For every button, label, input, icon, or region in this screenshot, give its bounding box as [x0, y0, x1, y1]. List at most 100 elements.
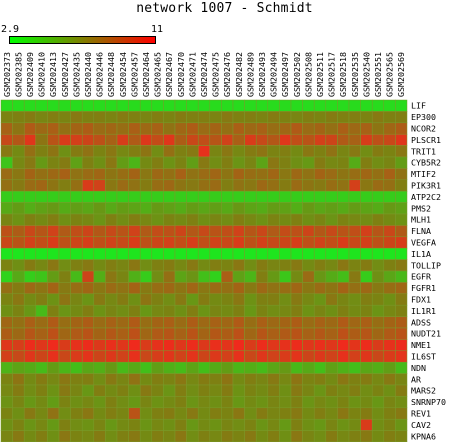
- heatmap-cell: [209, 339, 222, 352]
- heatmap-cell: [232, 236, 245, 249]
- heatmap-cell: [325, 407, 338, 420]
- heatmap-cell: [209, 179, 222, 192]
- heatmap-cell: [116, 361, 129, 374]
- heatmap-cell: [209, 350, 222, 363]
- heatmap-cell: [325, 190, 338, 203]
- heatmap-cell: [267, 384, 280, 397]
- heatmap-cell: [279, 190, 292, 203]
- heatmap-cell: [47, 111, 60, 124]
- heatmap-cell: [23, 99, 37, 112]
- column-label: GSM202551: [373, 52, 383, 97]
- heatmap-cell: [81, 122, 95, 135]
- heatmap-cell: [371, 168, 385, 181]
- heatmap-cell: [395, 339, 408, 352]
- heatmap-cell: [290, 133, 303, 146]
- heatmap-cell: [290, 304, 303, 317]
- heatmap-cell: [360, 190, 373, 203]
- heatmap-cell: [383, 190, 396, 203]
- heatmap-cell: [197, 396, 211, 409]
- heatmap-cell: [93, 396, 106, 409]
- heatmap-cell: [302, 316, 315, 329]
- heatmap-cell: [139, 418, 153, 431]
- heatmap-cell: [139, 202, 153, 215]
- heatmap-cell: [302, 145, 315, 158]
- heatmap-cell: [267, 99, 280, 112]
- heatmap-cell: [0, 316, 13, 329]
- heatmap-cell: [0, 418, 13, 431]
- heatmap-cell: [325, 270, 338, 283]
- heatmap-cell: [371, 259, 385, 272]
- heatmap-cell: [186, 316, 199, 329]
- heatmap-cell: [221, 225, 234, 238]
- heatmap-cell: [151, 259, 164, 272]
- heatmap-cell: [151, 396, 164, 409]
- heatmap-cell: [163, 350, 176, 363]
- heatmap-cell: [93, 407, 106, 420]
- heatmap-cell: [383, 259, 396, 272]
- heatmap-cell: [70, 156, 83, 169]
- heatmap-cell: [93, 384, 106, 397]
- heatmap-cell: [290, 225, 303, 238]
- heatmap-cell: [395, 430, 408, 442]
- heatmap-cell: [290, 190, 303, 203]
- heatmap-cell: [255, 156, 269, 169]
- heatmap-cell: [325, 259, 338, 272]
- heatmap-cell: [209, 145, 222, 158]
- heatmap-cell: [197, 190, 211, 203]
- heatmap-cell: [174, 145, 187, 158]
- heatmap-cell: [0, 247, 13, 260]
- heatmap-cell: [279, 339, 292, 352]
- heatmap-cell: [371, 190, 385, 203]
- heatmap-cell: [267, 361, 280, 374]
- heatmap-cell: [12, 304, 25, 317]
- heatmap-cell: [267, 396, 280, 409]
- heatmap-cell: [348, 259, 361, 272]
- heatmap-cell: [267, 282, 280, 295]
- heatmap-cell: [81, 156, 95, 169]
- heatmap-cell: [290, 202, 303, 215]
- heatmap-cell: [197, 350, 211, 363]
- heatmap-cell: [0, 236, 13, 249]
- heatmap-cell: [360, 339, 373, 352]
- heatmap-cell: [163, 361, 176, 374]
- heatmap-cell: [337, 168, 350, 181]
- heatmap-cell: [232, 361, 245, 374]
- heatmap-cell: [70, 293, 83, 306]
- heatmap-cell: [58, 350, 71, 363]
- heatmap-cell: [371, 373, 385, 386]
- heatmap-cell: [70, 339, 83, 352]
- heatmap-cell: [371, 225, 385, 238]
- heatmap-cell: [47, 270, 60, 283]
- heatmap-cell: [348, 99, 361, 112]
- heatmap-cell: [232, 418, 245, 431]
- column-label: GSM202493: [257, 52, 267, 97]
- heatmap-cell: [302, 396, 315, 409]
- heatmap-cell: [128, 339, 141, 352]
- heatmap-cell: [0, 99, 13, 112]
- heatmap-cell: [337, 247, 350, 260]
- heatmap-cell: [360, 247, 373, 260]
- heatmap-cell: [174, 327, 187, 340]
- heatmap-cell: [47, 202, 60, 215]
- heatmap-cell: [221, 202, 234, 215]
- heatmap-cell: [174, 282, 187, 295]
- heatmap-cell: [163, 145, 176, 158]
- heatmap-cell: [186, 145, 199, 158]
- heatmap-cell: [302, 418, 315, 431]
- heatmap-cell: [12, 361, 25, 374]
- heatmap-cell: [383, 339, 396, 352]
- heatmap-cell: [197, 259, 211, 272]
- heatmap-cell: [337, 99, 350, 112]
- heatmap-cell: [105, 111, 118, 124]
- heatmap-cell: [337, 213, 350, 226]
- heatmap-cell: [221, 111, 234, 124]
- heatmap-cell: [348, 213, 361, 226]
- heatmap-cell: [360, 396, 373, 409]
- row-label: NDN: [411, 363, 426, 373]
- heatmap-cell: [302, 282, 315, 295]
- chart-title: network 1007 - Schmidt: [136, 1, 313, 16]
- heatmap-cell: [35, 202, 48, 215]
- heatmap-cell: [255, 133, 269, 146]
- heatmap-cell: [221, 179, 234, 192]
- heatmap-cell: [128, 304, 141, 317]
